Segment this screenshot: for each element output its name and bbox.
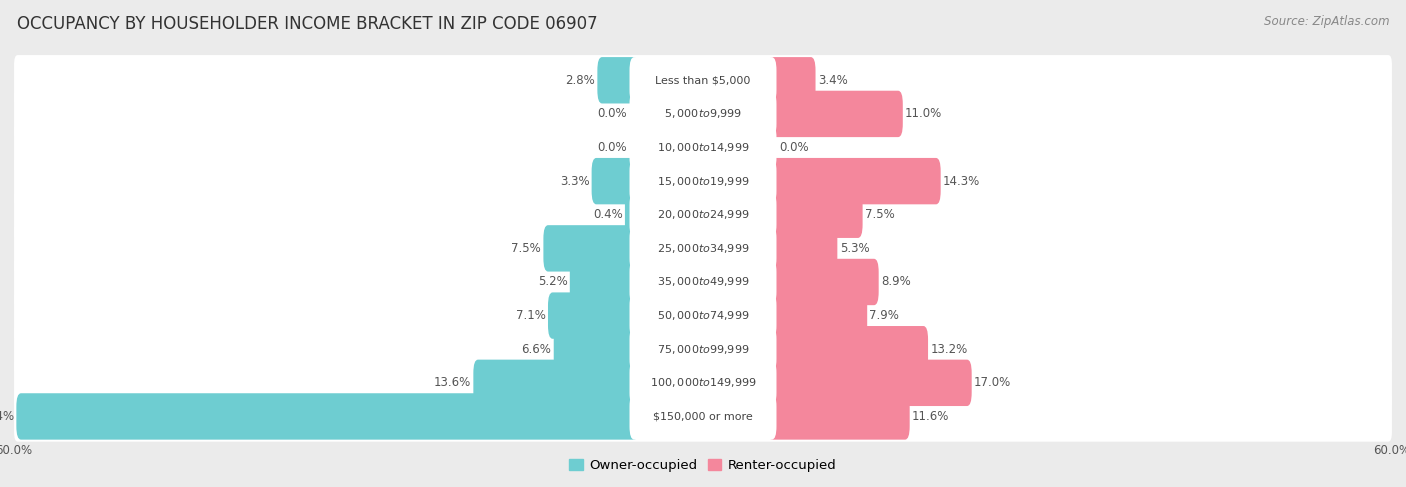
FancyBboxPatch shape — [768, 225, 838, 272]
FancyBboxPatch shape — [14, 189, 1392, 240]
FancyBboxPatch shape — [630, 191, 776, 238]
Text: $50,000 to $74,999: $50,000 to $74,999 — [657, 309, 749, 322]
FancyBboxPatch shape — [630, 259, 776, 305]
FancyBboxPatch shape — [630, 225, 776, 272]
Text: 13.2%: 13.2% — [931, 343, 967, 356]
Text: $15,000 to $19,999: $15,000 to $19,999 — [657, 175, 749, 187]
FancyBboxPatch shape — [17, 393, 638, 440]
FancyBboxPatch shape — [630, 158, 776, 205]
Text: 5.3%: 5.3% — [839, 242, 869, 255]
Text: 3.4%: 3.4% — [818, 74, 848, 87]
FancyBboxPatch shape — [14, 156, 1392, 206]
Text: 7.9%: 7.9% — [869, 309, 900, 322]
Text: 6.6%: 6.6% — [522, 343, 551, 356]
FancyBboxPatch shape — [14, 257, 1392, 307]
FancyBboxPatch shape — [592, 158, 638, 205]
Text: $5,000 to $9,999: $5,000 to $9,999 — [664, 108, 742, 120]
FancyBboxPatch shape — [598, 57, 638, 103]
FancyBboxPatch shape — [768, 259, 879, 305]
FancyBboxPatch shape — [14, 357, 1392, 408]
FancyBboxPatch shape — [14, 290, 1392, 341]
FancyBboxPatch shape — [768, 91, 903, 137]
Text: 13.6%: 13.6% — [434, 376, 471, 389]
FancyBboxPatch shape — [768, 57, 815, 103]
FancyBboxPatch shape — [14, 223, 1392, 274]
Text: 2.8%: 2.8% — [565, 74, 595, 87]
Text: 7.5%: 7.5% — [865, 208, 894, 221]
FancyBboxPatch shape — [14, 391, 1392, 442]
FancyBboxPatch shape — [548, 292, 638, 339]
Text: 7.5%: 7.5% — [512, 242, 541, 255]
FancyBboxPatch shape — [768, 292, 868, 339]
FancyBboxPatch shape — [569, 259, 638, 305]
Legend: Owner-occupied, Renter-occupied: Owner-occupied, Renter-occupied — [564, 454, 842, 477]
FancyBboxPatch shape — [474, 359, 638, 406]
Text: $75,000 to $99,999: $75,000 to $99,999 — [657, 343, 749, 356]
FancyBboxPatch shape — [543, 225, 638, 272]
FancyBboxPatch shape — [768, 158, 941, 205]
FancyBboxPatch shape — [630, 57, 776, 103]
Text: 0.0%: 0.0% — [598, 108, 627, 120]
FancyBboxPatch shape — [14, 55, 1392, 106]
Text: 11.0%: 11.0% — [905, 108, 942, 120]
Text: $20,000 to $24,999: $20,000 to $24,999 — [657, 208, 749, 221]
FancyBboxPatch shape — [554, 326, 638, 373]
Text: OCCUPANCY BY HOUSEHOLDER INCOME BRACKET IN ZIP CODE 06907: OCCUPANCY BY HOUSEHOLDER INCOME BRACKET … — [17, 15, 598, 33]
FancyBboxPatch shape — [14, 324, 1392, 375]
Text: Less than $5,000: Less than $5,000 — [655, 75, 751, 85]
FancyBboxPatch shape — [630, 292, 776, 339]
Text: 11.6%: 11.6% — [912, 410, 949, 423]
Text: 17.0%: 17.0% — [974, 376, 1011, 389]
FancyBboxPatch shape — [768, 359, 972, 406]
FancyBboxPatch shape — [630, 326, 776, 373]
Text: $25,000 to $34,999: $25,000 to $34,999 — [657, 242, 749, 255]
FancyBboxPatch shape — [768, 191, 863, 238]
Text: 53.4%: 53.4% — [0, 410, 14, 423]
FancyBboxPatch shape — [630, 393, 776, 440]
FancyBboxPatch shape — [768, 393, 910, 440]
Text: $100,000 to $149,999: $100,000 to $149,999 — [650, 376, 756, 389]
FancyBboxPatch shape — [624, 191, 638, 238]
Text: 0.0%: 0.0% — [598, 141, 627, 154]
FancyBboxPatch shape — [630, 124, 776, 171]
Text: $35,000 to $49,999: $35,000 to $49,999 — [657, 276, 749, 288]
FancyBboxPatch shape — [14, 89, 1392, 139]
Text: 3.3%: 3.3% — [560, 175, 589, 187]
Text: 0.0%: 0.0% — [779, 141, 808, 154]
Text: $10,000 to $14,999: $10,000 to $14,999 — [657, 141, 749, 154]
FancyBboxPatch shape — [768, 326, 928, 373]
FancyBboxPatch shape — [630, 359, 776, 406]
FancyBboxPatch shape — [14, 122, 1392, 173]
Text: 5.2%: 5.2% — [537, 276, 568, 288]
Text: $150,000 or more: $150,000 or more — [654, 412, 752, 421]
Text: 0.4%: 0.4% — [593, 208, 623, 221]
FancyBboxPatch shape — [630, 91, 776, 137]
Text: Source: ZipAtlas.com: Source: ZipAtlas.com — [1264, 15, 1389, 28]
Text: 8.9%: 8.9% — [882, 276, 911, 288]
Text: 14.3%: 14.3% — [943, 175, 980, 187]
Text: 7.1%: 7.1% — [516, 309, 546, 322]
